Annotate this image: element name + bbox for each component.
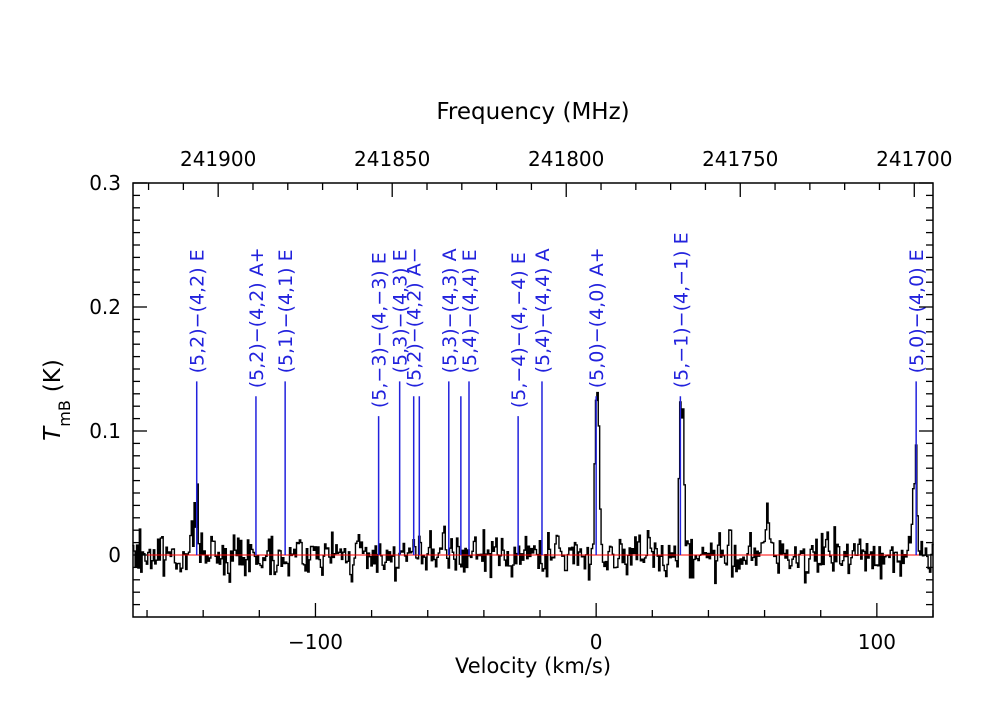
transition-label: (5,3)−(4,3) E [390,249,412,373]
y-axis-title: TmB (K) [40,359,74,441]
transition-label: (5,4)−(4,4) E [459,249,481,373]
transition-label: (5,0)−(4,0) E [906,249,928,373]
y-axis-title-symbol: T [40,425,66,441]
y-tick-label: 0.1 [89,419,121,443]
y-tick-label: 0 [108,543,121,567]
transition-label: (5,−3)−(4,−3) E [369,252,391,408]
transition-markers: (5,2)−(4,2) E (5,2)−(4,2) A+ (5,1)−(4,1) E… [187,232,928,555]
y-axis-title-unit: (K) [40,359,66,392]
x-tick-label: 100 [858,630,896,654]
top-axis-title: Frequency (MHz) [436,99,629,125]
x-tick-label: 0 [590,630,603,654]
transition-label: (5,2)−(4,2) A− [404,247,426,388]
transition-label: (5,2)−(4,2) E [187,249,209,373]
spectrum-layer [132,391,934,585]
spectrum-series-line [132,391,934,585]
transition-label: (5,−4)−(4,−4) E [508,252,530,408]
transition-label: (5,3)−(4,3) A [439,248,461,373]
transition-label: (5,−1)−(4,−1) E [670,232,692,388]
transition-label: (5,2)−(4,2) A+ [246,247,268,388]
transition-label: (5,0)−(4,0) A+ [586,247,608,388]
svg-text:TmB(K): TmB (K) [40,359,74,441]
transition-label: (5,4)−(4,4) A [532,248,554,373]
y-axis-title-subscript: mB [55,400,74,427]
transition-label: (5,1)−(4,1) E [275,249,297,373]
axis-ticks [133,182,934,617]
top-tick-label: 241750 [702,147,778,171]
top-tick-label: 241700 [876,147,952,171]
top-tick-label: 241900 [180,147,256,171]
tick-labels: −100 0 100 0 0.1 0.2 0.3 241900 241850 241800 2417… [89,147,952,654]
plot-frame [132,182,934,618]
x-axis-title: Velocity (km/s) [455,654,611,678]
top-tick-label: 241800 [528,147,604,171]
y-tick-label: 0.2 [89,295,121,319]
y-tick-label: 0.3 [89,171,121,195]
top-tick-label: 241850 [354,147,430,171]
x-tick-label: −100 [288,630,343,654]
